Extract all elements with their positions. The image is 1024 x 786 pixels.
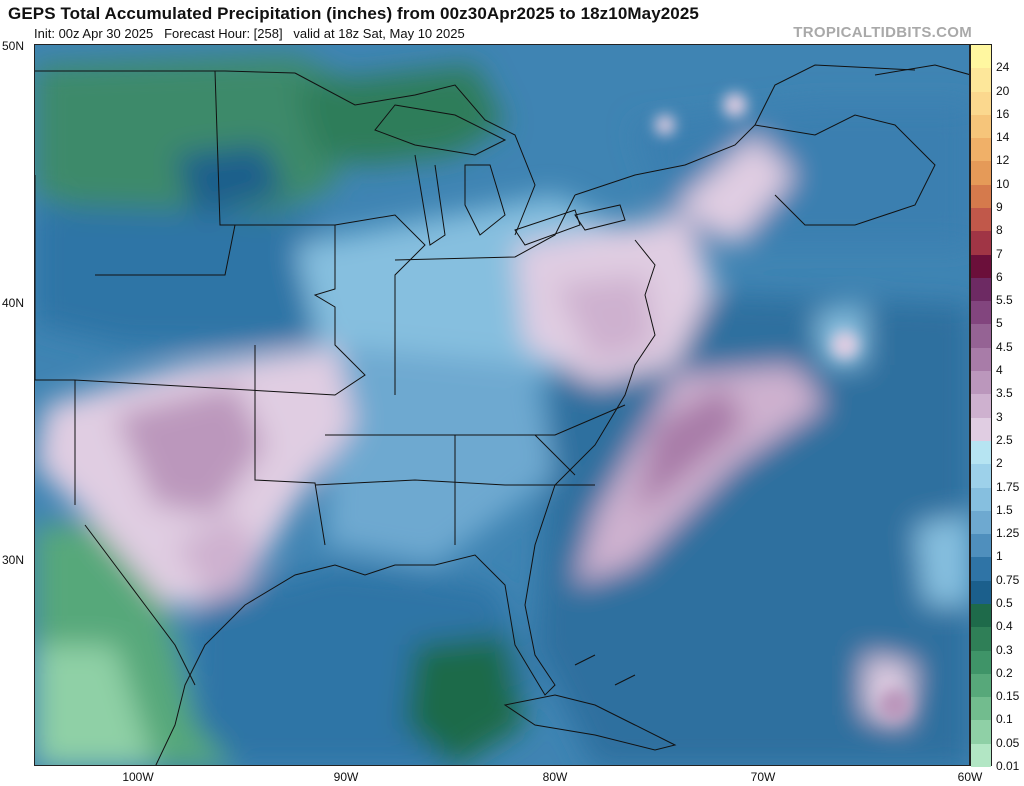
colorbar-segment — [971, 208, 991, 232]
colorbar-label: 3 — [996, 409, 1003, 424]
colorbar-label: 0.01 — [996, 759, 1020, 773]
colorbar-segment — [971, 45, 991, 69]
precip-detail — [655, 93, 911, 721]
colorbar-segment — [971, 464, 991, 488]
colorbar-label: 9 — [996, 200, 1003, 215]
colorbar-segment — [971, 720, 991, 745]
colorbar-segment — [971, 254, 991, 279]
colorbar-label: 1.5 — [996, 502, 1013, 517]
colorbar-segment — [971, 650, 991, 675]
lon-label-80w: 80W — [542, 770, 568, 784]
colorbar-label: 3.5 — [996, 386, 1013, 401]
precip-shading — [35, 55, 969, 765]
colorbar-segment — [971, 440, 991, 465]
colorbar-segment — [971, 534, 991, 558]
lat-label-30n: 30N — [2, 553, 25, 567]
colorbar-label: 2 — [996, 456, 1003, 471]
colorbar-segment — [971, 347, 991, 372]
colorbar-label: 0.75 — [996, 572, 1020, 587]
colorbar-label: 5 — [996, 316, 1003, 331]
lon-label-90w: 90W — [333, 770, 359, 784]
colorbar-label: 0.3 — [996, 642, 1013, 657]
colorbar-label: 0.5 — [996, 595, 1013, 610]
lon-label-60w: 60W — [957, 770, 983, 784]
colorbar-segment — [971, 603, 991, 628]
colorbar-label: 0.15 — [996, 689, 1020, 704]
colorbar-segment — [971, 557, 991, 582]
colorbar-label: 5.5 — [996, 293, 1013, 308]
colorbar-segment — [971, 138, 991, 162]
colorbar-label: 20 — [996, 83, 1010, 98]
colorbar-segment — [971, 324, 991, 349]
lon-label-100w: 100W — [122, 770, 154, 784]
colorbar-label: 0.1 — [996, 712, 1013, 727]
colorbar-label: 0.2 — [996, 665, 1013, 680]
lat-label-50n: 50N — [2, 39, 25, 53]
precipitation-map — [34, 44, 970, 766]
colorbar-segment — [971, 487, 991, 512]
colorbar-segment — [971, 394, 991, 419]
colorbar-segment — [971, 184, 991, 209]
colorbar-label: 12 — [996, 153, 1010, 168]
colorbar-label: 14 — [996, 130, 1010, 145]
colorbar-label: 10 — [996, 176, 1010, 191]
colorbar-segment — [971, 743, 991, 768]
colorbar-segment — [971, 510, 991, 535]
colorbar-segment — [971, 417, 991, 442]
colorbar-label: 1 — [996, 549, 1003, 564]
colorbar-segment — [971, 697, 991, 721]
colorbar-label: 7 — [996, 246, 1003, 261]
chart-title: GEPS Total Accumulated Precipitation (in… — [8, 4, 699, 23]
colorbar-label: 1.25 — [996, 526, 1020, 541]
colorbar-label: 16 — [996, 106, 1010, 121]
colorbar-segment — [971, 371, 991, 395]
colorbar-segment — [971, 627, 991, 652]
colorbar-label: 1.75 — [996, 479, 1020, 494]
colorbar-label: 0.05 — [996, 735, 1020, 750]
colorbar-label: 2.5 — [996, 432, 1013, 447]
colorbar-segment — [971, 673, 991, 698]
colorbar-segment — [971, 114, 991, 139]
colorbar-label: 4 — [996, 363, 1003, 378]
lon-label-70w: 70W — [750, 770, 776, 784]
chart-subtitle: Init: 00z Apr 30 2025 Forecast Hour: [25… — [34, 26, 465, 41]
site-watermark: TROPICALTIDBITS.COM — [793, 24, 972, 41]
colorbar-label: 0.4 — [996, 619, 1013, 634]
colorbar-segment — [971, 231, 991, 256]
colorbar-segment — [971, 580, 991, 605]
boundaries — [35, 64, 969, 765]
colorbar-label: 4.5 — [996, 339, 1013, 354]
map-canvas — [35, 45, 969, 765]
colorbar-segment — [971, 91, 991, 116]
colorbar-segment — [971, 301, 991, 325]
colorbar-segment — [971, 68, 991, 93]
colorbar-label: 6 — [996, 269, 1003, 284]
colorbar-segment — [971, 277, 991, 302]
colorbar-segment — [971, 161, 991, 186]
colorbar — [970, 44, 992, 768]
colorbar-label: 8 — [996, 223, 1003, 238]
colorbar-label: 24 — [996, 60, 1010, 75]
lat-label-40n: 40N — [2, 296, 25, 310]
